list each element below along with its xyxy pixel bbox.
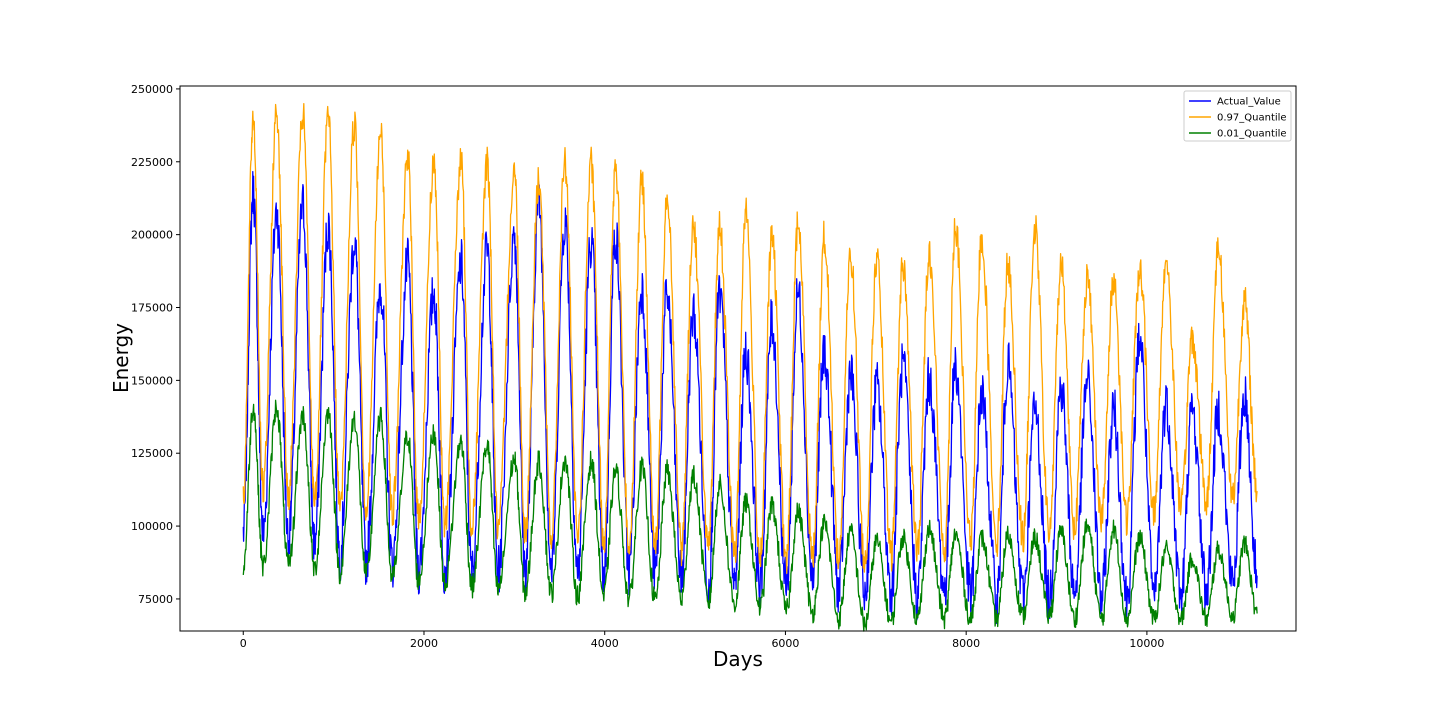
y-tick-label: 225000 (131, 156, 173, 169)
series-layer (242, 103, 1258, 632)
y-tick-label: 125000 (131, 447, 173, 460)
y-tick-label: 75000 (138, 593, 173, 606)
y-tick-label: 200000 (131, 229, 173, 242)
legend-box (1183, 90, 1292, 142)
x-tick-label: 4000 (591, 637, 619, 650)
x-tick-label: 10000 (1129, 637, 1164, 650)
legend-label: Actual_Value (1217, 97, 1281, 108)
x-axis-title: Days (713, 647, 763, 671)
x-tick-label: 8000 (952, 637, 980, 650)
legend: Actual_Value 0.97_Quantile 0.01_Quantile (1183, 90, 1292, 142)
legend-label: 0.97_Quantile (1217, 113, 1287, 124)
plot-frame (179, 85, 1297, 632)
x-tick-label: 2000 (410, 637, 438, 650)
x-tick-label: 6000 (771, 637, 799, 650)
y-tick-label: 175000 (131, 301, 173, 314)
y-tick-label: 100000 (131, 520, 173, 533)
series-line-0-01-quantile (242, 399, 1258, 632)
series-line-actual-value (242, 170, 1258, 625)
series-line-0-97-quantile (242, 103, 1258, 574)
y-tick-label: 150000 (131, 374, 173, 387)
y-tick-label: 250000 (131, 83, 173, 96)
y-axis: 75000 100000 125000 150000 175000 200000 22500… (131, 83, 180, 606)
x-tick-label: 0 (240, 637, 247, 650)
y-axis-title: Energy (109, 323, 133, 393)
x-axis: 0 2000 4000 6000 8000 10000 (240, 631, 1164, 650)
legend-label: 0.01_Quantile (1217, 129, 1287, 140)
